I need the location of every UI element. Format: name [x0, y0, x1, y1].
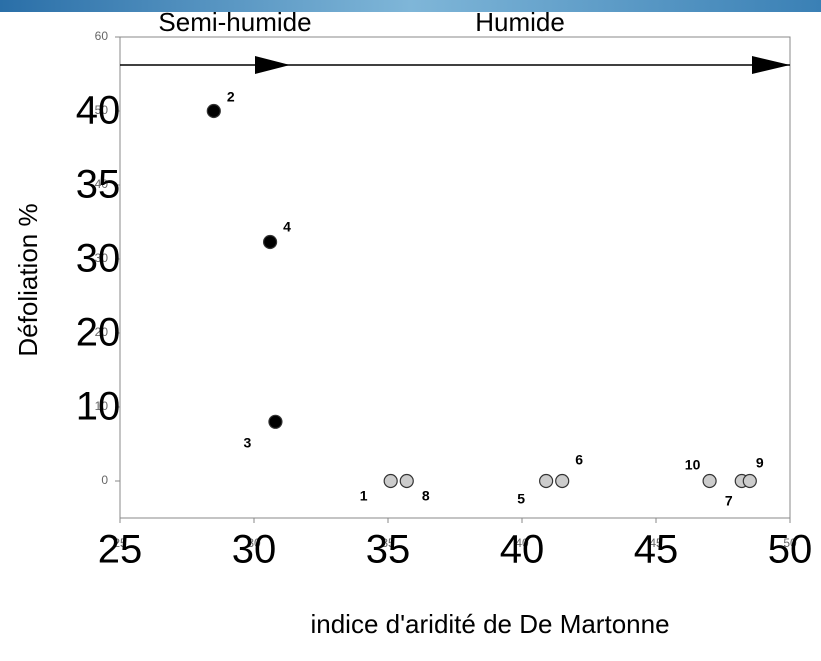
point-label: 2: [227, 89, 235, 105]
x-tick-label: 50: [783, 536, 797, 550]
overlay-y-label: 35: [76, 163, 121, 207]
x-tick-label: 45: [649, 536, 663, 550]
x-tick-label: 25: [113, 536, 127, 550]
y-tick-label: 10: [95, 399, 109, 413]
point-label: 3: [244, 435, 252, 451]
x-tick-label: 40: [515, 536, 529, 550]
overlay-y-label: 40: [76, 89, 121, 133]
zone-label: Semi-humide: [158, 7, 311, 37]
zone-label: Humide: [475, 7, 565, 37]
overlay-x-label: 45: [634, 528, 679, 572]
point-label: 10: [685, 457, 701, 473]
overlay-x-label: 25: [98, 528, 143, 572]
y-tick-label: 60: [95, 29, 109, 43]
arrow-head: [255, 56, 290, 74]
overlay-x-label: 35: [366, 528, 411, 572]
point-label: 8: [422, 488, 430, 504]
arrow-head: [752, 56, 790, 74]
y-tick-label: 20: [95, 325, 109, 339]
point: [702, 473, 717, 489]
overlay-y-label: 30: [76, 237, 121, 281]
point-label: 4: [283, 219, 291, 235]
point-label: 9: [756, 455, 764, 471]
point: [399, 473, 414, 489]
point: [262, 234, 278, 250]
point-label: 7: [725, 493, 733, 509]
point: [555, 473, 570, 489]
point: [539, 473, 554, 489]
point: [383, 473, 398, 489]
plot-frame: [119, 36, 791, 519]
banner: [0, 0, 821, 12]
point: [206, 103, 221, 119]
x-axis-label: indice d'aridité de De Martonne: [310, 609, 669, 639]
point: [268, 414, 283, 429]
y-tick-label: 30: [95, 251, 109, 265]
overlay-y-label: 10: [76, 385, 121, 429]
overlay-y-label: 20: [76, 311, 121, 355]
overlay-x-label: 30: [232, 528, 277, 572]
point: [742, 473, 757, 489]
point-label: 1: [360, 488, 368, 504]
point-label: 6: [575, 452, 583, 468]
point-label: 5: [517, 491, 525, 507]
y-tick-label: 40: [95, 177, 109, 191]
y-axis-label: Défoliation %: [13, 203, 43, 356]
y-tick-label: 50: [95, 103, 109, 117]
y-tick-label: 0: [101, 473, 108, 487]
x-tick-label: 30: [247, 536, 261, 550]
x-tick-label: 35: [381, 536, 395, 550]
overlay-x-label: 50: [768, 528, 813, 572]
overlay-x-label: 40: [500, 528, 545, 572]
